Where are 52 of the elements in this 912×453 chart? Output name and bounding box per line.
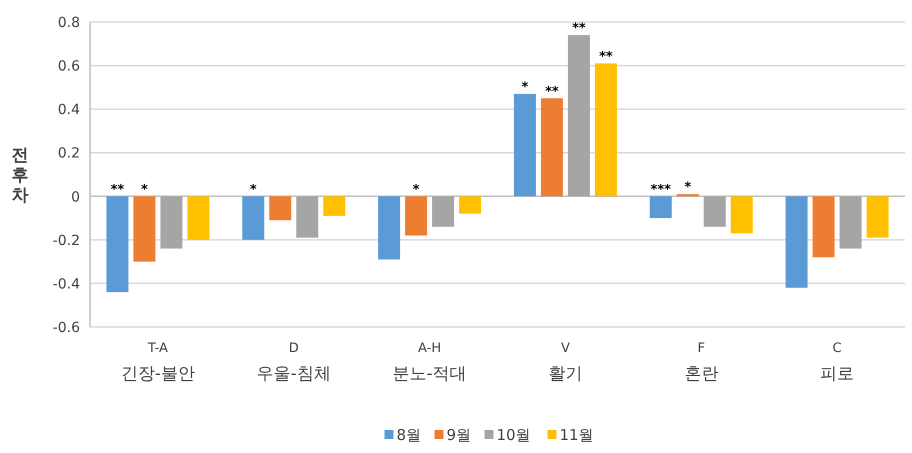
data-label: ** (572, 21, 586, 36)
bar (296, 196, 318, 238)
bar (786, 196, 808, 288)
legend-label: 9월 (446, 426, 472, 444)
legend-label: 10월 (496, 426, 531, 444)
x-tick-label: T-A 긴장-불안 (120, 341, 195, 384)
y-tick-label: 0.6 (58, 58, 80, 75)
y-tick-label: -0.6 (52, 320, 80, 336)
bar (568, 35, 590, 196)
legend-label: 8월 (396, 426, 422, 444)
bar (704, 196, 726, 227)
data-label: * (412, 182, 420, 198)
data-label: ** (545, 84, 559, 100)
y-axis-title: 전후차 (12, 146, 28, 206)
y-tick-label: 0.2 (58, 146, 80, 162)
bar (866, 196, 889, 238)
y-tick-label: 0 (71, 189, 80, 206)
legend-label: 11월 (560, 426, 594, 444)
x-tick-label: V 활기 (548, 341, 582, 384)
bar (242, 196, 264, 240)
bar (133, 196, 156, 262)
bar (160, 196, 182, 249)
x-tick-label: D 우울-침체 (256, 341, 331, 384)
bar (540, 98, 563, 196)
bar (650, 196, 672, 218)
x-tick-label: F 혼란 (684, 341, 718, 384)
data-label: ** (110, 182, 124, 198)
bar (405, 196, 428, 236)
bar (432, 196, 454, 227)
data-label: *** (650, 182, 672, 198)
bar (269, 196, 292, 220)
bar (106, 196, 128, 292)
bar (378, 196, 400, 260)
bar (323, 196, 346, 216)
bar (594, 63, 617, 196)
data-label: ** (599, 49, 613, 64)
bar (459, 196, 482, 214)
y-tick-label: 0.8 (58, 15, 80, 31)
bar (840, 196, 862, 249)
x-tick-label: C 피로 (820, 341, 854, 384)
y-tick-label: 0.4 (58, 102, 80, 118)
y-tick-label: -0.4 (52, 276, 80, 292)
x-tick-label: A-H 분노-적대 (392, 341, 467, 384)
data-label: * (684, 180, 692, 196)
data-label: * (250, 182, 257, 198)
bar (812, 196, 835, 258)
data-label: * (141, 182, 148, 198)
bar (514, 94, 536, 196)
y-tick-label: -0.2 (52, 232, 80, 249)
bar (187, 196, 210, 240)
bar (730, 196, 753, 234)
data-label: * (522, 80, 529, 95)
